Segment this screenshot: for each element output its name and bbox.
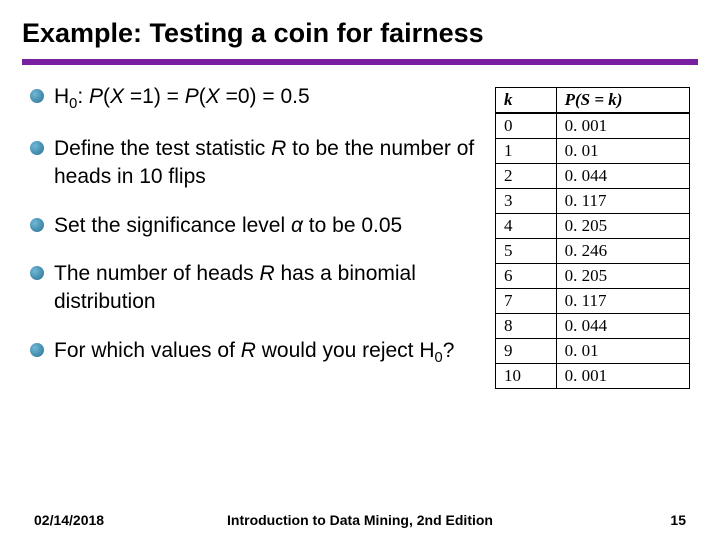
cell-p: 0. 01 <box>556 339 689 364</box>
cell-p: 0. 044 <box>556 314 689 339</box>
probability-table-wrap: k P(S = k) 00. 00110. 0120. 04430. 11740… <box>495 87 690 389</box>
cell-p: 0. 205 <box>556 264 689 289</box>
cell-p: 0. 01 <box>556 139 689 164</box>
table-row: 10. 01 <box>496 139 690 164</box>
bullet-item: For which values of R would you reject H… <box>30 337 485 369</box>
slide-title: Example: Testing a coin for fairness <box>0 0 720 49</box>
bullet-icon <box>30 89 44 103</box>
cell-k: 10 <box>496 364 557 389</box>
cell-k: 9 <box>496 339 557 364</box>
footer-date: 02/14/2018 <box>34 512 104 528</box>
footer-page: 15 <box>670 512 686 528</box>
bullet-text: For which values of R would you reject H… <box>54 337 454 369</box>
cell-p: 0. 205 <box>556 214 689 239</box>
cell-k: 1 <box>496 139 557 164</box>
bullet-text: Set the significance level α to be 0.05 <box>54 212 402 240</box>
bullet-item: The number of heads R has a binomial dis… <box>30 260 485 317</box>
table-header-k: k <box>496 88 557 114</box>
cell-k: 0 <box>496 113 557 139</box>
bullet-item: Define the test statistic R to be the nu… <box>30 135 485 192</box>
table-row: 50. 246 <box>496 239 690 264</box>
bullet-item: Set the significance level α to be 0.05 <box>30 212 485 240</box>
table-row: 30. 117 <box>496 189 690 214</box>
table-row: 100. 001 <box>496 364 690 389</box>
bullet-text: The number of heads R has a binomial dis… <box>54 260 485 317</box>
table-row: 70. 117 <box>496 289 690 314</box>
content-area: H0: P(X =1) = P(X =0) = 0.5 Define the te… <box>0 65 720 389</box>
cell-p: 0. 001 <box>556 113 689 139</box>
cell-k: 3 <box>496 189 557 214</box>
table-row: 80. 044 <box>496 314 690 339</box>
cell-p: 0. 001 <box>556 364 689 389</box>
bullet-item: H0: P(X =1) = P(X =0) = 0.5 <box>30 83 485 115</box>
table-row: 00. 001 <box>496 113 690 139</box>
cell-k: 5 <box>496 239 557 264</box>
cell-p: 0. 117 <box>556 189 689 214</box>
cell-k: 8 <box>496 314 557 339</box>
table-header-p: P(S = k) <box>556 88 689 114</box>
bullet-list: H0: P(X =1) = P(X =0) = 0.5 Define the te… <box>30 83 495 389</box>
cell-p: 0. 044 <box>556 164 689 189</box>
table-row: 20. 044 <box>496 164 690 189</box>
table-row: 60. 205 <box>496 264 690 289</box>
bullet-text: Define the test statistic R to be the nu… <box>54 135 485 192</box>
bullet-icon <box>30 266 44 280</box>
bullet-text: H0: P(X =1) = P(X =0) = 0.5 <box>54 83 310 115</box>
bullet-icon <box>30 343 44 357</box>
cell-k: 7 <box>496 289 557 314</box>
cell-k: 6 <box>496 264 557 289</box>
footer-center: Introduction to Data Mining, 2nd Edition <box>227 512 493 528</box>
cell-p: 0. 246 <box>556 239 689 264</box>
table-row: 90. 01 <box>496 339 690 364</box>
bullet-icon <box>30 141 44 155</box>
cell-p: 0. 117 <box>556 289 689 314</box>
cell-k: 4 <box>496 214 557 239</box>
table-body: 00. 00110. 0120. 04430. 11740. 20550. 24… <box>496 113 690 389</box>
cell-k: 2 <box>496 164 557 189</box>
bullet-icon <box>30 218 44 232</box>
table-row: 40. 205 <box>496 214 690 239</box>
footer: 02/14/2018 Introduction to Data Mining, … <box>0 512 720 528</box>
probability-table: k P(S = k) 00. 00110. 0120. 04430. 11740… <box>495 87 690 389</box>
